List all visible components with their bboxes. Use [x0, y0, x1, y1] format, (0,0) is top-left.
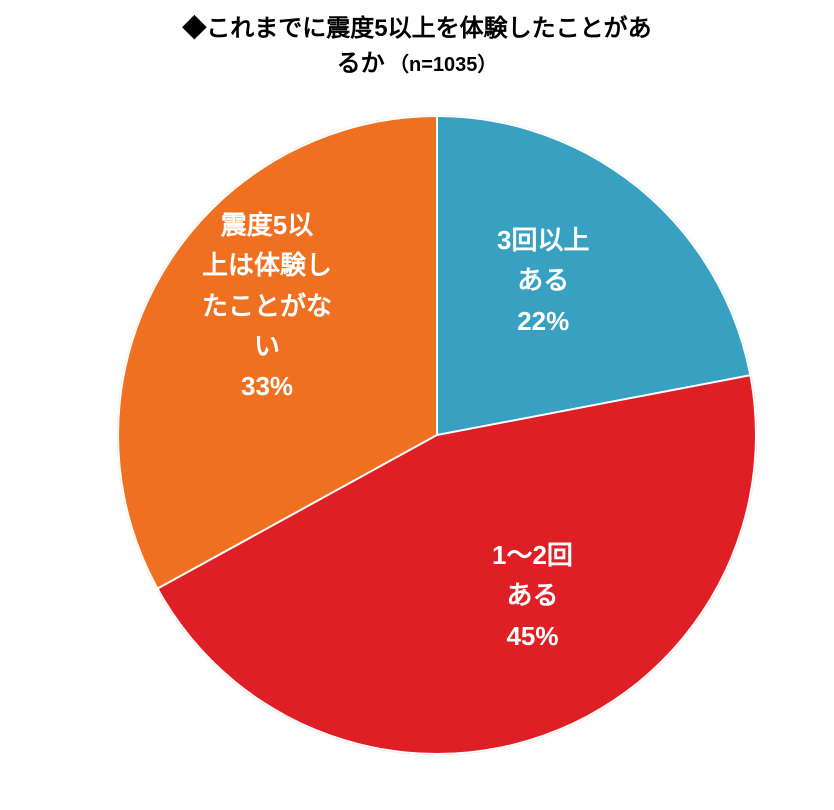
title-line1: これまでに震度5以上を体験したことがあ — [206, 15, 651, 42]
title-line2: るか — [337, 50, 385, 77]
chart-title: ◆これまでに震度5以上を体験したことがあ るか （n=1035） — [0, 8, 834, 78]
title-n: （n=1035） — [389, 54, 497, 76]
pie-chart: 3回以上 ある 22% 1～2回 ある 45% 震度5以 上は体験し たことがな… — [117, 115, 757, 755]
slice-divider — [436, 115, 438, 435]
slice-label-1to2: 1～2回 ある 45% — [492, 535, 573, 656]
slice-label-3plus: 3回以上 ある 22% — [497, 220, 589, 341]
title-prefix: ◆ — [182, 15, 206, 42]
slice-label-none: 震度5以 上は体験し たことがな い 33% — [202, 205, 332, 406]
